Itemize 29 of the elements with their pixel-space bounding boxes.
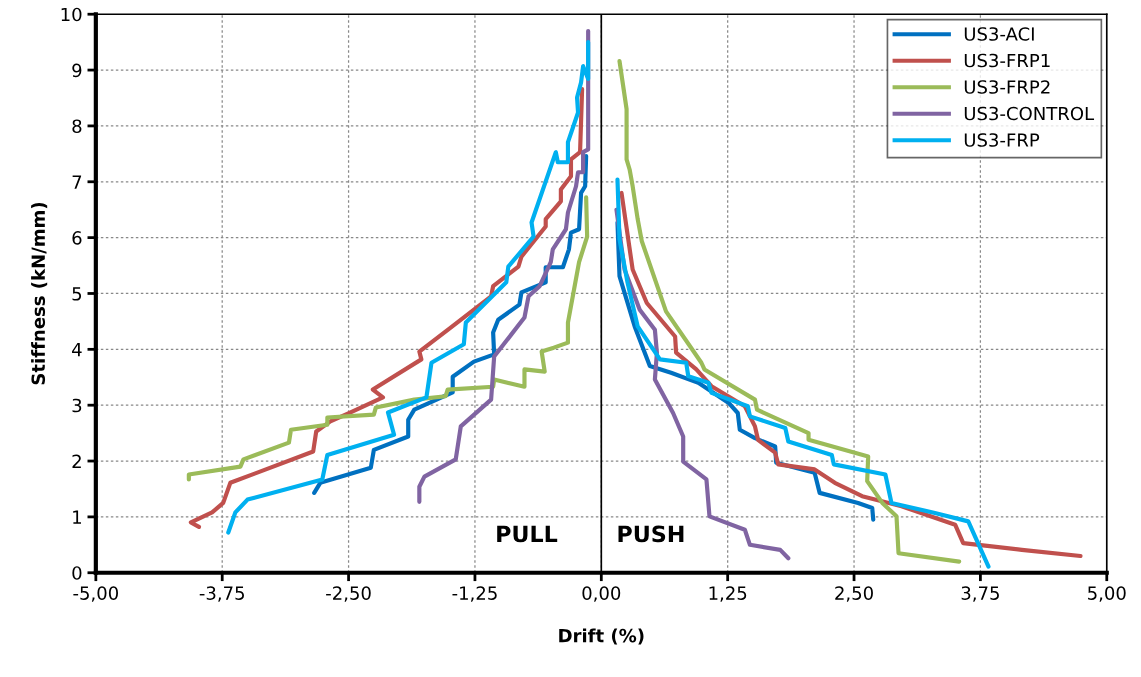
- x-tick-label: -1,25: [452, 586, 497, 602]
- x-tick-label: 1,25: [709, 586, 747, 602]
- y-axis-title: Stiffness (kN/mm): [31, 202, 48, 385]
- x-tick-label: -5,00: [73, 586, 118, 602]
- annotation: PULL: [497, 525, 558, 543]
- y-tick-label: 1: [73, 510, 81, 524]
- y-tick-label: 2: [72, 454, 81, 468]
- y-tick-label: 4: [72, 343, 82, 357]
- legend-label: US3-FRP2: [964, 80, 1050, 94]
- x-tick-label: -2,50: [326, 586, 371, 602]
- y-tick-label: 5: [72, 287, 82, 301]
- y-tick-label: 7: [72, 175, 82, 189]
- legend-label: US3-ACI: [964, 27, 1034, 41]
- x-tick-label: 3,75: [961, 586, 999, 602]
- y-tick-label: 6: [72, 231, 82, 245]
- y-tick-label: 10: [61, 7, 82, 22]
- y-tick-label: 9: [72, 63, 82, 78]
- y-tick-label: 0: [72, 566, 82, 580]
- legend-label: US3-FRP: [964, 133, 1040, 147]
- annotation: PUSH: [618, 525, 684, 543]
- x-axis-title: Drift (%): [559, 628, 644, 645]
- legend-label: US3-FRP1: [964, 53, 1050, 68]
- x-tick-label: 5,00: [1088, 586, 1126, 602]
- legend-label: US3-CONTROL: [964, 106, 1095, 121]
- x-tick-label: 2,50: [835, 586, 873, 602]
- y-tick-label: 3: [72, 398, 82, 413]
- x-tick-label: 0,00: [582, 586, 621, 602]
- y-tick-label: 8: [72, 119, 82, 134]
- x-tick-label: -3,75: [199, 586, 244, 602]
